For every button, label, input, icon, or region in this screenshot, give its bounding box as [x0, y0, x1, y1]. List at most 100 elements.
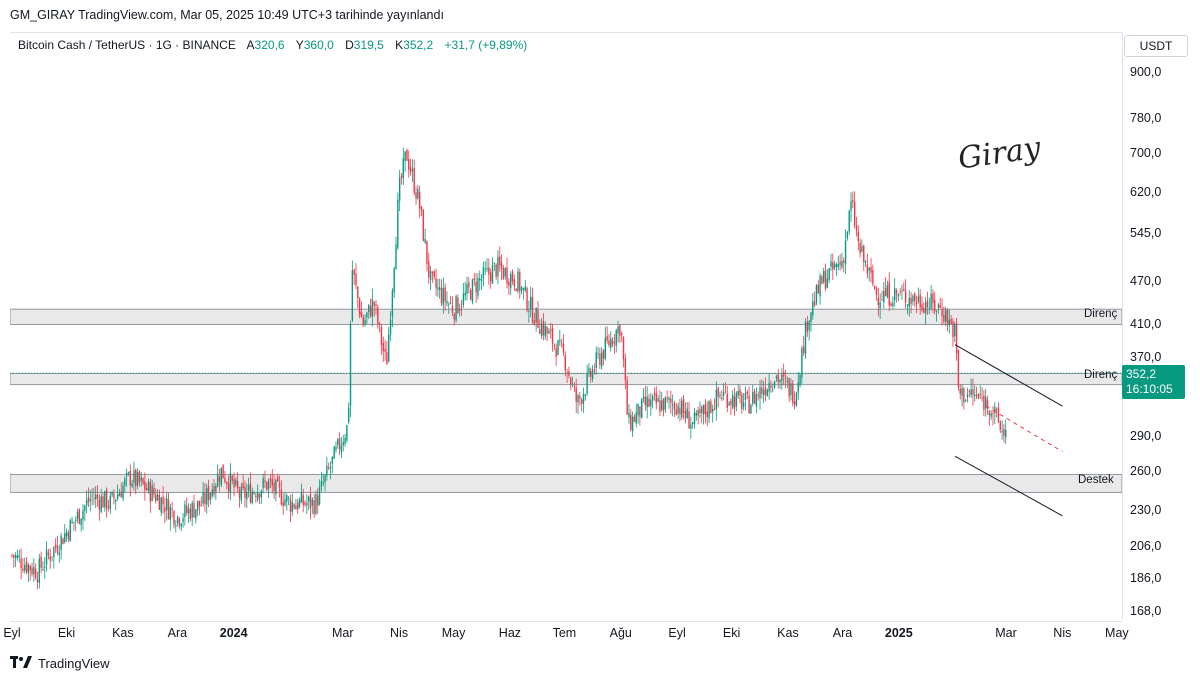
candle-body: [928, 307, 930, 309]
candle-body: [864, 261, 867, 264]
candle-body: [555, 348, 557, 358]
candle-body: [761, 387, 763, 394]
candle-body: [712, 409, 714, 412]
candle-body: [895, 290, 898, 294]
candle-body: [317, 495, 319, 506]
candle-body: [271, 478, 273, 486]
y-tick-label: 410,0: [1130, 317, 1162, 332]
candle-body: [908, 298, 910, 307]
candle-body: [890, 303, 892, 306]
candle-body: [639, 406, 641, 417]
candle-body: [655, 393, 657, 404]
candle-body: [590, 370, 592, 377]
candle-body: [204, 493, 206, 504]
candle-body: [222, 464, 224, 479]
candle-body: [706, 411, 708, 418]
candle-body: [875, 288, 878, 295]
candle-body: [915, 301, 918, 305]
candle-body: [801, 347, 803, 378]
candle-body: [937, 304, 940, 308]
candle-body: [557, 340, 559, 356]
candle-body: [564, 355, 566, 371]
resistance-upper-label: Direnç: [1084, 308, 1118, 320]
candle-body: [833, 263, 836, 269]
support-zone[interactable]: [10, 473, 1122, 493]
candle-body: [551, 327, 554, 344]
candle-body: [757, 394, 759, 396]
candle-body: [839, 261, 841, 266]
candle-body: [51, 556, 53, 558]
candle-body: [127, 472, 130, 474]
candle-body: [615, 330, 617, 346]
price-axis[interactable]: [1122, 32, 1200, 620]
candle-body: [701, 406, 703, 414]
candle-body: [309, 493, 312, 509]
candle-body: [844, 240, 847, 265]
candle-body: [13, 555, 15, 558]
candle-body: [715, 389, 718, 410]
candle-body: [302, 495, 304, 506]
candle-body: [670, 398, 672, 403]
candle-body: [338, 438, 341, 450]
candle-body: [142, 478, 144, 484]
candle-body: [20, 558, 22, 569]
candle-body: [327, 467, 330, 469]
candle-body: [901, 290, 903, 292]
candle-body: [24, 565, 26, 571]
candle-body: [156, 494, 159, 501]
candle-body: [149, 482, 152, 502]
candle-body: [600, 352, 603, 367]
candle-body: [196, 501, 199, 511]
candle-body: [22, 568, 24, 571]
candle-body: [100, 496, 102, 512]
resistance-zone[interactable]: [10, 308, 1122, 325]
candle-body: [782, 372, 785, 377]
candle-body: [193, 503, 195, 518]
candle-body: [866, 264, 869, 274]
candle-body: [810, 312, 812, 322]
candle-body: [621, 333, 623, 336]
candle-body: [162, 496, 164, 504]
candle-body: [699, 409, 701, 414]
resistance-zone[interactable]: [10, 372, 1122, 386]
candle-body: [990, 413, 992, 417]
candle-body: [957, 350, 960, 388]
candle-body: [888, 282, 890, 306]
candle-body: [848, 211, 850, 232]
candle-body: [713, 408, 716, 411]
candle-body: [739, 389, 741, 396]
candle-body: [75, 520, 77, 521]
chart-frame[interactable]: [10, 32, 1122, 622]
currency-selector[interactable]: USDT: [1124, 35, 1188, 57]
symbol-name[interactable]: Bitcoin Cash / TetherUS · 1G · BINANCE: [18, 38, 236, 52]
trend-line[interactable]: [954, 344, 1063, 407]
candle-body: [384, 348, 386, 353]
candle-body: [93, 498, 95, 500]
tradingview-branding[interactable]: TradingView: [10, 656, 110, 671]
trend-line[interactable]: [954, 455, 1063, 517]
candle-body: [899, 291, 901, 293]
candle-body: [948, 319, 950, 326]
resistance-lower-label: Direnç: [1084, 369, 1118, 381]
candle-body: [935, 310, 938, 312]
candle-body: [560, 343, 563, 345]
candle-body: [1001, 430, 1003, 433]
candle-body: [644, 396, 647, 406]
candle-body: [930, 293, 932, 309]
candle-body: [772, 388, 774, 390]
candle-body: [733, 396, 736, 409]
candle-body: [477, 278, 479, 296]
candle-body: [116, 494, 119, 500]
candle-body: [961, 388, 963, 396]
projection-line[interactable]: [985, 405, 1063, 453]
candle-body: [418, 192, 421, 209]
candle-body: [306, 502, 308, 506]
low-label: D: [345, 38, 354, 52]
candle-body: [213, 486, 215, 495]
candle-body: [923, 307, 925, 313]
candle-body: [884, 287, 887, 297]
candle-body: [537, 309, 539, 328]
candle-body: [389, 319, 392, 334]
candle-body: [138, 471, 141, 483]
